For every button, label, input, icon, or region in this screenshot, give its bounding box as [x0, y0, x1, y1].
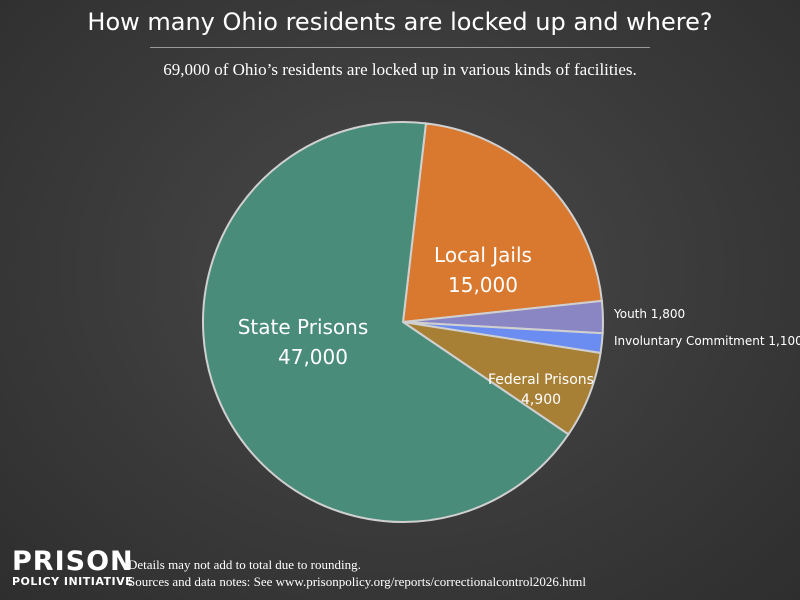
prison-policy-initiative-logo: PRISON POLICY INITIATIVE	[12, 548, 134, 589]
slice-label-federal-prisons: Federal Prisons	[488, 372, 594, 388]
title-divider	[150, 47, 650, 48]
slice-label-involuntary-commitment: Involuntary Commitment 1,100	[614, 334, 800, 348]
footnotes: Details may not add to total due to roun…	[128, 556, 586, 590]
chart-title: How many Ohio residents are locked up an…	[87, 8, 713, 36]
slice-label-local-jails: Local Jails	[434, 243, 532, 267]
slice-value-state-prisons: 47,000	[278, 345, 348, 369]
chart-subtitle: 69,000 of Ohio’s residents are locked up…	[163, 60, 637, 79]
slice-value-federal-prisons: 4,900	[521, 392, 561, 408]
pie-slice-local-jails	[401, 122, 603, 324]
slice-label-youth: Youth 1,800	[613, 307, 685, 321]
logo-text-bottom: POLICY INITIATIVE	[12, 575, 134, 588]
pie-slice-state-prisons	[202, 121, 570, 523]
slice-label-state-prisons: State Prisons	[238, 315, 369, 339]
sources-note: Sources and data notes: See www.prisonpo…	[128, 574, 587, 589]
rounding-note: Details may not add to total due to roun…	[128, 557, 361, 572]
logo-text-top: PRISON	[12, 546, 134, 577]
slice-value-local-jails: 15,000	[448, 273, 518, 297]
